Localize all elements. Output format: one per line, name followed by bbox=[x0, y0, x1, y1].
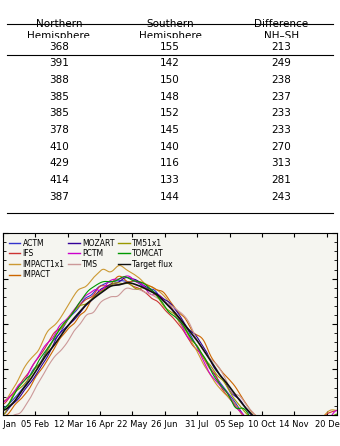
Legend: ACTM, IFS, IMPACT1x1, IMPACT, MOZART, PCTM, TMS, TM51x1, TOMCAT, Target flux: ACTM, IFS, IMPACT1x1, IMPACT, MOZART, PC… bbox=[7, 237, 174, 281]
